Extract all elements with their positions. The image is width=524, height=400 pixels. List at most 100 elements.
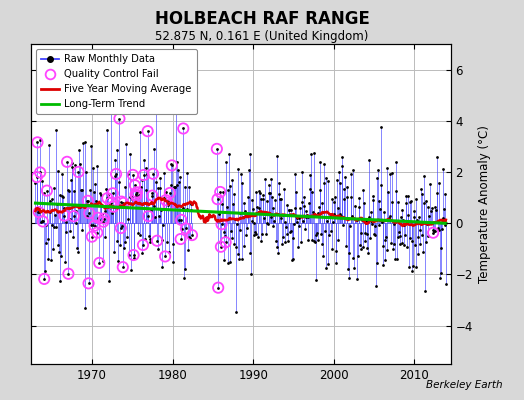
Point <box>337 154 346 160</box>
Point <box>411 242 419 248</box>
Point <box>106 203 114 210</box>
Point <box>78 227 86 233</box>
Point <box>182 225 190 232</box>
Point <box>127 266 135 273</box>
Point <box>336 180 345 186</box>
Point <box>266 176 275 182</box>
Point <box>149 203 158 209</box>
Point <box>83 213 91 220</box>
Point <box>105 278 114 284</box>
Point <box>115 115 124 122</box>
Point <box>364 250 372 256</box>
Point <box>128 192 136 199</box>
Point <box>373 174 381 181</box>
Point <box>152 179 160 185</box>
Point <box>353 217 362 224</box>
Point <box>380 237 389 244</box>
Point <box>144 128 152 134</box>
Point <box>130 182 139 188</box>
Point <box>264 220 272 227</box>
Point <box>158 264 167 270</box>
Point <box>225 151 233 158</box>
Point <box>226 258 234 265</box>
Point <box>120 245 128 251</box>
Point <box>325 232 333 238</box>
Point <box>65 188 73 194</box>
Point <box>354 253 362 259</box>
Point <box>109 204 117 210</box>
Point <box>255 205 264 211</box>
Point <box>265 182 273 188</box>
Point <box>222 239 230 246</box>
Point <box>335 169 343 175</box>
Point <box>434 180 443 186</box>
Point <box>118 222 126 229</box>
Point <box>32 174 41 180</box>
Point <box>115 115 124 122</box>
Point <box>104 205 113 211</box>
Text: HOLBEACH RAF RANGE: HOLBEACH RAF RANGE <box>155 10 369 28</box>
Point <box>427 181 435 187</box>
Point <box>420 173 429 179</box>
Point <box>112 171 121 177</box>
Point <box>394 198 402 205</box>
Point <box>130 255 138 262</box>
Point <box>384 189 392 195</box>
Point <box>108 190 117 196</box>
Point <box>236 210 245 216</box>
Point <box>308 188 316 195</box>
Point <box>358 216 366 223</box>
Point <box>352 216 360 222</box>
Point <box>237 171 245 178</box>
Point <box>417 186 425 192</box>
Point <box>335 211 344 218</box>
Point <box>322 265 330 271</box>
Point <box>382 234 390 240</box>
Point <box>44 256 52 262</box>
Point <box>313 237 322 243</box>
Point <box>378 218 386 225</box>
Point <box>282 202 291 208</box>
Point <box>354 195 363 201</box>
Point <box>100 215 108 222</box>
Point <box>217 221 226 228</box>
Point <box>440 206 448 212</box>
Point <box>337 212 345 219</box>
Point <box>363 245 371 252</box>
Point <box>292 219 301 225</box>
Point <box>266 190 274 196</box>
Point <box>420 200 428 206</box>
Point <box>422 238 430 245</box>
Point <box>75 147 83 154</box>
Point <box>88 234 96 240</box>
Point <box>332 248 340 254</box>
Point <box>177 236 185 242</box>
Point <box>253 203 261 210</box>
Point <box>408 268 417 274</box>
Point <box>344 266 352 273</box>
Point <box>340 186 348 192</box>
Point <box>215 211 223 217</box>
Point <box>150 146 159 152</box>
Point <box>46 197 54 204</box>
Point <box>149 170 157 177</box>
Point <box>58 192 66 199</box>
Point <box>154 184 162 191</box>
Point <box>113 146 122 153</box>
Point <box>245 167 253 174</box>
Point <box>305 172 314 178</box>
Point <box>435 227 443 234</box>
Point <box>221 233 229 240</box>
Point <box>185 184 193 190</box>
Point <box>151 214 159 220</box>
Point <box>268 223 277 230</box>
Point <box>439 166 447 172</box>
Point <box>261 176 269 183</box>
Point <box>140 157 148 164</box>
Point <box>156 175 164 182</box>
Point <box>160 170 168 176</box>
Point <box>89 165 97 172</box>
Point <box>235 256 243 262</box>
Point <box>232 244 241 250</box>
Point <box>397 214 405 220</box>
